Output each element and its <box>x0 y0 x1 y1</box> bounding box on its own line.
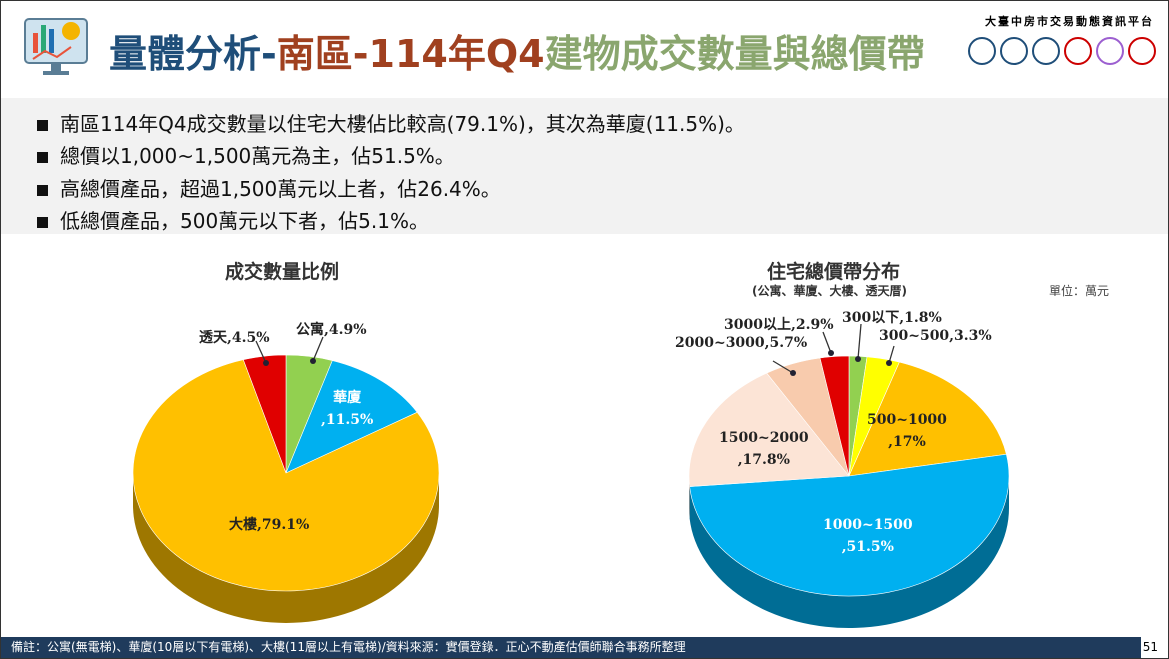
data-label-3000以上: 3000以上,2.9% <box>724 317 834 333</box>
data-label-華廈: 華廈 ,11.5% <box>321 390 374 428</box>
title-part-2: 南區-114年Q4 <box>276 32 545 76</box>
data-label-300~500: 300~500,3.3% <box>879 328 992 344</box>
platform-name: 大臺中房市交易動態資訊平台 <box>985 15 1154 28</box>
pie-slice-500~1000 <box>848 361 1007 477</box>
data-label-大樓: 大樓,79.1% <box>229 517 310 533</box>
bullet-item: 高總價產品，超過1,500萬元以上者，佔26.4%。 <box>37 173 501 202</box>
leader-dot <box>855 356 861 362</box>
data-label-透天: 透天,4.5% <box>199 330 270 346</box>
leader-dot <box>790 370 796 376</box>
title-part-3: 建物成交數量與總價帶 <box>544 32 925 76</box>
logo-diamond <box>1096 37 1124 65</box>
leader-line <box>772 360 794 374</box>
chart-title-left: 成交數量比例 <box>225 261 340 283</box>
data-label-300以下: 300以下,1.8% <box>842 310 942 326</box>
pie-slice-1000~1500 <box>689 453 1010 597</box>
title-part-1: 量體分析- <box>109 32 277 76</box>
leader-dot <box>828 350 834 356</box>
logo-gov <box>1032 37 1060 65</box>
pie-slice-透天 <box>242 354 287 474</box>
leader-dot <box>886 360 892 366</box>
leader-line <box>312 336 324 362</box>
leader-line <box>857 323 862 360</box>
data-label-500~1000: 500~1000 ,17% <box>867 412 947 450</box>
logo-ctreaa <box>1128 37 1156 65</box>
pie-slice-3000以上 <box>819 355 850 477</box>
leader-dot <box>263 360 269 366</box>
pie-side-大樓 <box>133 473 439 623</box>
page-title: 量體分析-南區-114年Q4建物成交數量與總價帶 <box>109 23 925 78</box>
pie-slice-1500~2000 <box>688 372 850 487</box>
data-label-公寓: 公寓,4.9% <box>296 322 367 338</box>
pie-side-1000~1500 <box>689 476 1009 628</box>
page-number: 51 <box>1142 640 1158 654</box>
partner-logos <box>968 37 1156 65</box>
logo-zhong <box>1064 37 1092 65</box>
bullet-item: 總價以1,000~1,500萬元為主，佔51.5%。 <box>37 140 455 169</box>
logo-trda <box>968 37 996 65</box>
leader-dot <box>310 358 316 364</box>
bullet-item: 低總價產品，500萬元以下者，佔5.1%。 <box>37 205 429 234</box>
data-label-2000~3000: 2000~3000,5.7% <box>675 335 808 351</box>
analytics-monitor-icon <box>21 15 93 77</box>
pie-slice-大樓 <box>132 359 440 592</box>
pie-slice-華廈 <box>285 360 418 474</box>
data-label-1500~2000: 1500~2000 ,17.8% <box>719 430 809 468</box>
chart-title-right: 住宅總價帶分布 <box>767 261 901 283</box>
bullet-item: 南區114年Q4成交數量以住宅大樓佔比較高(79.1%)，其次為華廈(11.5%… <box>37 108 745 137</box>
summary-bullets: 南區114年Q4成交數量以住宅大樓佔比較高(79.1%)，其次為華廈(11.5%… <box>1 98 1168 234</box>
data-label-1000~1500: 1000~1500 ,51.5% <box>823 517 913 555</box>
leader-line <box>255 340 267 364</box>
pie-charts <box>132 323 1010 628</box>
unit-label: 單位：萬元 <box>1049 284 1110 298</box>
leader-line <box>822 331 832 354</box>
logo-house <box>1000 37 1028 65</box>
footer-note: 備註：公寓(無電梯)、華廈(10層以下有電梯)、大樓(11層以上有電梯)/資料來… <box>1 637 1141 658</box>
chart-subtitle: (公寓、華廈、大樓、透天厝) <box>752 284 907 298</box>
